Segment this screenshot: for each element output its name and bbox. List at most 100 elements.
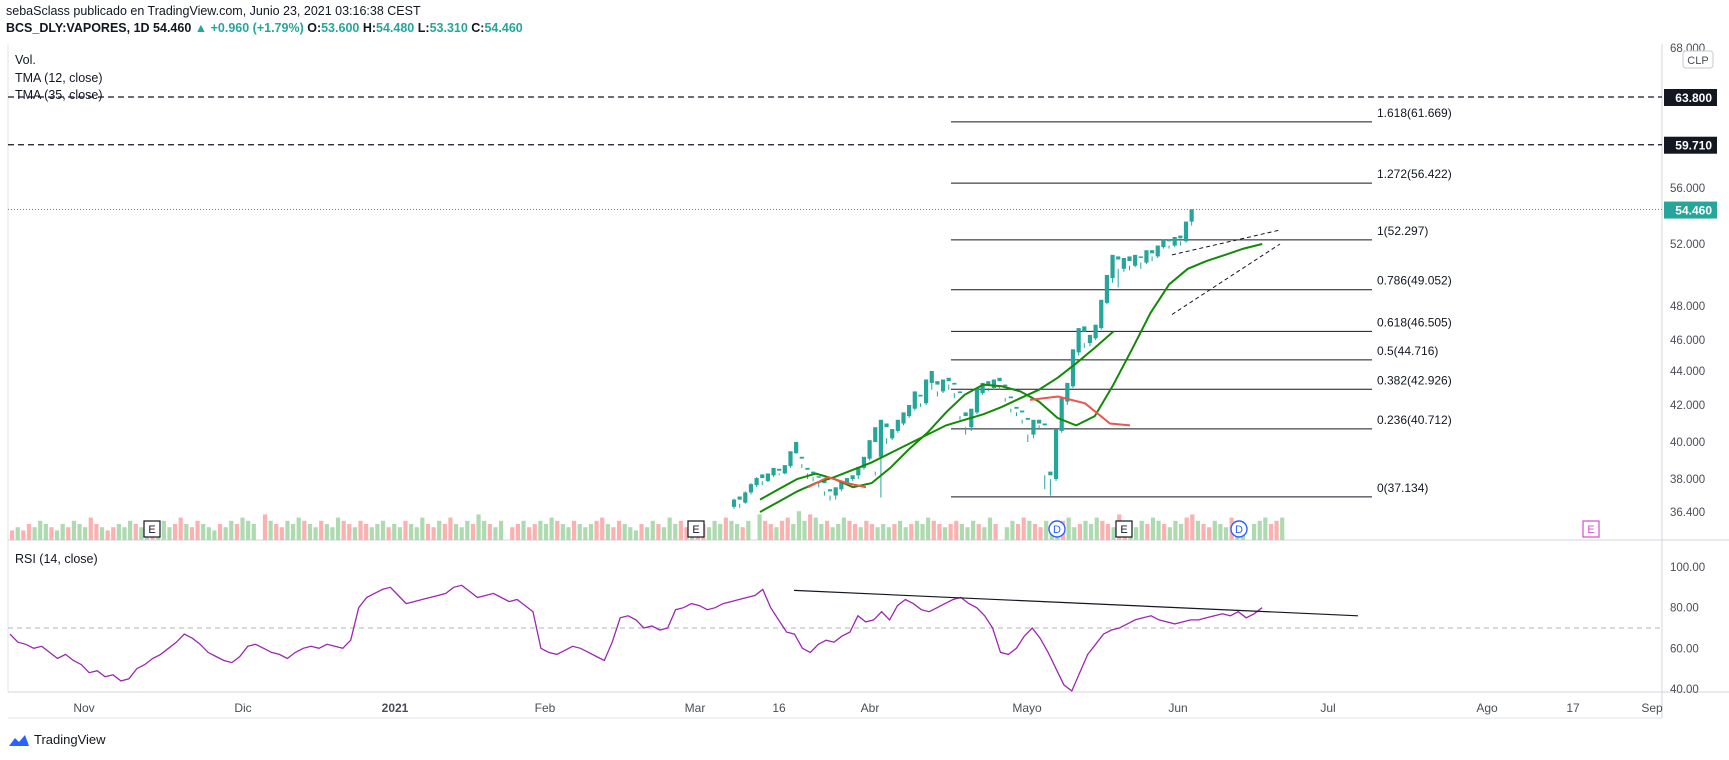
- candle-body: [760, 474, 765, 479]
- last-price: 54.460: [153, 21, 192, 35]
- volume-bar: [549, 517, 554, 540]
- candle-body: [1166, 239, 1172, 242]
- volume-bar: [1178, 524, 1184, 540]
- volume-bar: [313, 527, 318, 540]
- volume-bar: [201, 524, 206, 540]
- volume-bar: [1094, 517, 1099, 540]
- candle-body: [963, 412, 968, 417]
- dividend-marker-label: D: [1053, 524, 1061, 536]
- volume-bar: [1044, 520, 1049, 540]
- volume-bar: [897, 520, 903, 540]
- volume-bar: [971, 520, 976, 540]
- legend-tma-35[interactable]: TMA (35, close): [15, 88, 103, 102]
- candle-body: [929, 371, 934, 383]
- volume-bar: [515, 524, 520, 540]
- volume-bar: [375, 524, 380, 540]
- price-tick-1: 56.000: [1670, 183, 1705, 195]
- volume-bar: [448, 517, 453, 540]
- volume-bar: [1089, 524, 1094, 540]
- volume-bar: [274, 524, 279, 540]
- volume-bar: [229, 520, 234, 540]
- symbol-label[interactable]: BCS_DLY:VAPORES, 1D: [6, 21, 150, 35]
- volume-bar: [959, 524, 964, 540]
- volume-bar: [858, 527, 863, 540]
- volume-bar: [1134, 527, 1139, 540]
- volume-bar: [49, 527, 54, 540]
- volume-bar: [684, 527, 689, 540]
- candle-body: [1037, 419, 1042, 424]
- candle-body: [844, 478, 850, 484]
- candle-body: [788, 451, 793, 467]
- legend-rsi[interactable]: RSI (14, close): [15, 552, 98, 566]
- volume-bar: [335, 517, 341, 540]
- volume-bar: [83, 527, 88, 540]
- volume-bar: [246, 520, 251, 540]
- candle-body: [935, 381, 940, 385]
- volume-bar: [729, 520, 734, 540]
- volume-bar: [189, 527, 195, 540]
- volume-bar: [909, 524, 914, 540]
- ohlc-bar: BCS_DLY:VAPORES, 1D 54.460 ▲ +0.960 (+1.…: [6, 21, 523, 35]
- volume-bar: [482, 520, 487, 540]
- time-tick-8: Jun: [1168, 701, 1187, 715]
- volume-bar: [746, 520, 751, 540]
- volume-bar: [881, 524, 886, 540]
- candle-body: [1172, 237, 1177, 246]
- volume-bar: [836, 524, 841, 540]
- legend-tma-12[interactable]: TMA (12, close): [15, 71, 103, 85]
- volume-bar: [291, 524, 296, 540]
- candle-body: [974, 388, 980, 413]
- tma-12-down-segment: [1029, 395, 1131, 427]
- volume-bar: [667, 517, 672, 540]
- rsi-tick-1: 80.00: [1670, 603, 1699, 615]
- volume-bar: [358, 520, 363, 540]
- candle-body: [856, 466, 861, 476]
- volume-bar: [543, 524, 549, 540]
- candle-body: [1065, 382, 1070, 402]
- volume-bar: [847, 520, 852, 540]
- volume-bar: [414, 527, 419, 540]
- volume-bar: [869, 524, 875, 540]
- time-tick-6: Abr: [861, 701, 880, 715]
- fib-label-8: 0(37.134): [1377, 481, 1428, 495]
- price-tick-5: 44.000: [1670, 366, 1705, 378]
- tradingview-brand[interactable]: TradingView: [8, 732, 106, 747]
- candle-body: [794, 442, 799, 454]
- volume-bar: [886, 527, 891, 540]
- candle-body: [816, 476, 821, 478]
- volume-bar: [21, 530, 26, 540]
- volume-bar: [987, 517, 993, 540]
- volume-bar: [1066, 517, 1071, 540]
- volume-bar: [555, 520, 560, 540]
- volume-bar: [510, 527, 515, 540]
- volume-bar: [1077, 524, 1082, 540]
- volume-bar: [99, 527, 105, 540]
- volume-bar: [1038, 527, 1043, 540]
- candle-body: [731, 499, 737, 507]
- candle-body: [827, 489, 833, 492]
- volume-bar: [268, 520, 273, 540]
- candle-body: [991, 379, 996, 388]
- candle-body: [799, 456, 804, 459]
- candle-body: [743, 492, 748, 503]
- volume-bar: [791, 524, 796, 540]
- volume-bar: [572, 520, 577, 540]
- candle-body: [850, 475, 855, 479]
- candle-body: [777, 468, 782, 471]
- volume-bar: [566, 527, 571, 540]
- volume-bar: [319, 520, 324, 540]
- candle-body: [1053, 429, 1059, 479]
- candle-body: [952, 382, 957, 385]
- volume-bar: [217, 524, 223, 540]
- earnings-marker-label: E: [1120, 524, 1127, 536]
- volume-bar: [88, 517, 93, 540]
- candle-body: [839, 481, 844, 490]
- candle-body: [1116, 256, 1121, 260]
- dividend-marker-label: D: [1235, 524, 1243, 536]
- legend-volume[interactable]: Vol.: [15, 53, 36, 67]
- dividend-marker-icon: [1048, 520, 1066, 538]
- volume-bar: [234, 524, 239, 540]
- low-label: L:: [417, 21, 430, 35]
- time-tick-4: Mar: [685, 701, 706, 715]
